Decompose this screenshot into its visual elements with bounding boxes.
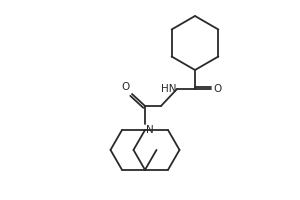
Text: HN: HN bbox=[160, 84, 176, 94]
Text: O: O bbox=[122, 82, 130, 92]
Text: N: N bbox=[146, 125, 154, 135]
Text: O: O bbox=[213, 84, 221, 94]
